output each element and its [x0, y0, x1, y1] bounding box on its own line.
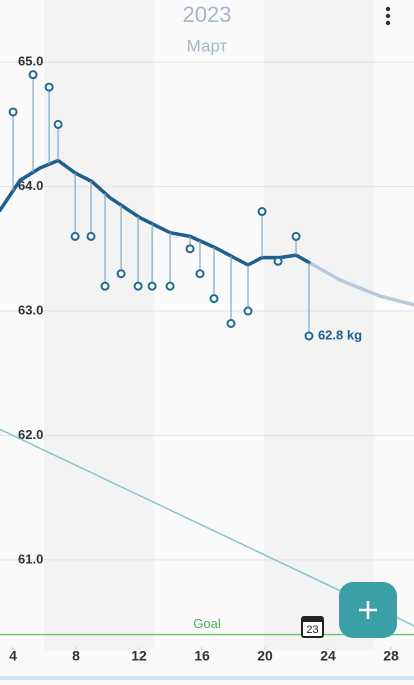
menu-dot: [385, 6, 391, 12]
weight-point: [273, 256, 283, 266]
x-tick-label: 20: [257, 648, 273, 664]
weight-point: [195, 269, 205, 279]
x-tick-label: 24: [320, 648, 336, 664]
calendar-header: [302, 617, 323, 622]
menu-button[interactable]: [385, 6, 391, 26]
weight-point: [257, 207, 267, 217]
weight-point: [53, 119, 63, 129]
menu-dot: [385, 20, 391, 26]
weight-point: [291, 231, 301, 241]
weight-point: [226, 319, 236, 328]
weight-point: [243, 306, 253, 316]
y-tick-label: 61.0: [18, 551, 43, 566]
weight-point: [116, 269, 126, 279]
weight-point: [44, 82, 54, 92]
calendar-button[interactable]: 23: [301, 616, 324, 638]
bottom-bar: [0, 676, 414, 680]
plot: 61.0 62.0 63.0 64.0 65.0 4 8 12 16 20 24 28 Goal 62.8…: [0, 54, 414, 664]
year-title: 2023: [183, 2, 232, 27]
x-tick-label: 28: [383, 648, 399, 664]
line: [307, 260, 414, 307]
x-tick-label: 12: [131, 648, 147, 664]
weight-point: [147, 281, 157, 291]
weight-point: [8, 107, 18, 117]
data-label: 62.8 kg: [318, 327, 362, 342]
line: [0, 158, 311, 267]
weight-point: [133, 281, 143, 291]
month-title: Март: [187, 36, 228, 55]
weight-point: [86, 231, 96, 241]
weight-point: [100, 281, 110, 291]
y-tick-label: 65.0: [18, 54, 43, 69]
y-tick-label: 62.0: [18, 427, 43, 442]
menu-dot: [385, 13, 391, 19]
y-tick-label: 63.0: [18, 302, 43, 317]
week-band: [264, 0, 374, 650]
weight-point: [28, 70, 38, 80]
weight-point: [70, 231, 80, 241]
weight-point: [209, 294, 219, 304]
goal-label: Goal: [193, 616, 221, 631]
x-tick-label: 4: [9, 648, 17, 664]
x-tick-label: 8: [72, 648, 80, 664]
calendar-day: 23: [306, 624, 318, 636]
weight-point: [185, 244, 195, 254]
x-tick-label: 16: [194, 648, 210, 664]
weight-point: [304, 331, 314, 341]
week-band: [44, 0, 154, 650]
weight-point: [165, 281, 175, 291]
y-tick-label: 64.0: [18, 178, 43, 193]
add-button[interactable]: [339, 582, 397, 638]
